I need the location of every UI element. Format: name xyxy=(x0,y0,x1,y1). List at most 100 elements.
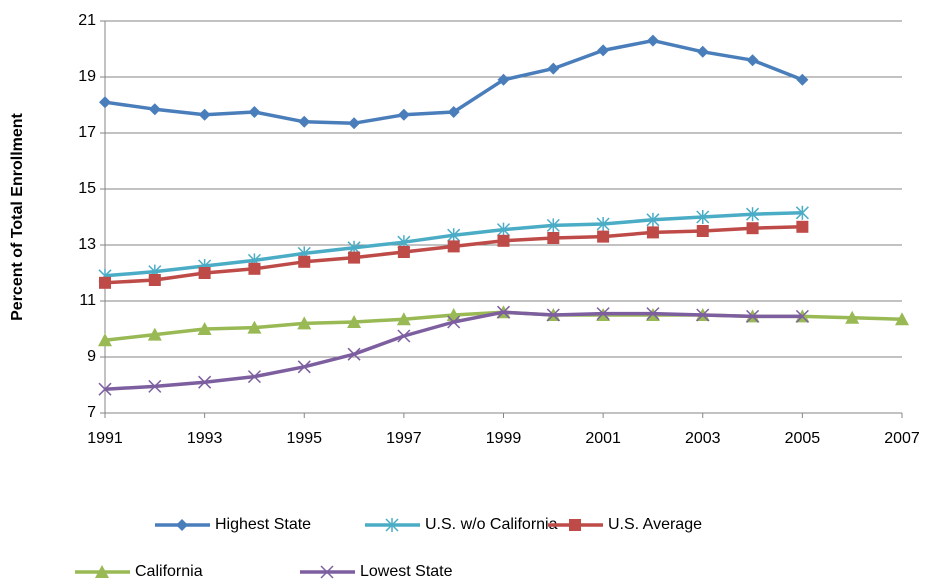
x-tick-label: 1993 xyxy=(187,430,223,447)
marker xyxy=(646,307,660,321)
marker xyxy=(696,45,709,58)
legend-label: Lowest State xyxy=(360,563,453,580)
marker xyxy=(298,255,311,268)
marker xyxy=(98,382,112,396)
marker-shape xyxy=(497,73,510,86)
marker-shape xyxy=(546,308,560,322)
marker-shape xyxy=(298,115,311,128)
marker xyxy=(796,73,809,86)
marker xyxy=(99,96,111,109)
marker xyxy=(696,225,709,237)
marker-shape xyxy=(98,333,112,347)
marker xyxy=(247,370,261,384)
marker xyxy=(198,267,211,279)
y-tick-label: 13 xyxy=(78,236,96,253)
marker-shape xyxy=(397,108,410,121)
y-tick-label: 19 xyxy=(78,68,96,85)
legend-label: California xyxy=(135,563,203,580)
marker-shape xyxy=(148,274,161,286)
marker-shape xyxy=(197,322,212,335)
marker xyxy=(385,518,399,532)
marker xyxy=(347,347,361,361)
marker-shape xyxy=(696,45,709,58)
marker-shape xyxy=(447,106,460,118)
marker-shape xyxy=(746,222,759,235)
marker-shape xyxy=(248,262,261,275)
marker xyxy=(646,212,660,227)
marker xyxy=(796,220,809,233)
marker xyxy=(396,312,411,326)
marker xyxy=(397,108,410,121)
marker xyxy=(746,222,759,235)
marker xyxy=(546,308,560,322)
marker-shape xyxy=(147,327,162,341)
marker-shape xyxy=(148,103,161,116)
marker xyxy=(198,375,212,389)
marker xyxy=(795,205,809,220)
marker-shape xyxy=(746,309,760,323)
marker xyxy=(547,62,560,75)
marker-shape xyxy=(597,230,610,243)
y-tick-label: 17 xyxy=(78,124,96,141)
marker xyxy=(148,103,161,116)
marker-shape xyxy=(796,220,809,233)
marker xyxy=(447,228,461,243)
marker xyxy=(596,307,610,321)
marker-shape xyxy=(198,267,211,279)
marker xyxy=(297,316,312,330)
marker-shape xyxy=(497,234,510,247)
marker-shape xyxy=(397,329,411,343)
x-tick-label: 1997 xyxy=(386,430,422,447)
marker-shape xyxy=(176,519,188,531)
marker-shape xyxy=(98,382,112,396)
marker xyxy=(99,276,111,289)
marker-shape xyxy=(397,246,410,258)
x-tick-label: 2003 xyxy=(685,430,721,447)
marker xyxy=(497,234,510,247)
marker xyxy=(696,308,710,322)
y-tick-label: 11 xyxy=(79,292,96,309)
marker xyxy=(247,320,262,334)
marker-shape xyxy=(845,310,860,324)
marker xyxy=(546,218,560,233)
marker-shape xyxy=(95,565,109,578)
marker-shape xyxy=(447,315,461,329)
marker xyxy=(496,305,511,319)
marker xyxy=(547,232,560,244)
marker xyxy=(95,565,109,578)
legend-label: U.S. w/o California xyxy=(425,516,558,533)
x-tick-label: 2007 xyxy=(884,430,920,447)
marker xyxy=(746,309,760,323)
marker-shape xyxy=(447,240,460,253)
y-tick-label: 21 xyxy=(78,12,96,29)
marker-shape xyxy=(569,519,581,531)
marker xyxy=(176,519,188,531)
marker xyxy=(597,44,610,57)
marker xyxy=(895,312,909,326)
marker-shape xyxy=(795,309,809,323)
marker-shape xyxy=(796,73,809,86)
marker-shape xyxy=(696,308,710,322)
marker xyxy=(148,379,162,393)
marker-shape xyxy=(646,307,660,321)
marker-shape xyxy=(148,379,162,393)
marker-shape xyxy=(247,370,261,384)
marker-shape xyxy=(746,54,759,67)
x-tick-label: 2001 xyxy=(585,430,621,447)
legend-label: U.S. Average xyxy=(608,516,702,533)
x-tick-label: 2005 xyxy=(785,430,821,447)
marker xyxy=(397,329,411,343)
marker xyxy=(746,207,760,222)
marker xyxy=(248,106,261,118)
marker xyxy=(646,226,659,239)
marker xyxy=(397,246,410,258)
marker xyxy=(447,106,460,118)
marker xyxy=(569,519,581,531)
marker xyxy=(98,333,112,347)
marker-shape xyxy=(248,106,261,118)
y-tick-label: 9 xyxy=(87,348,96,365)
marker-shape xyxy=(646,34,659,47)
x-tick-label: 1991 xyxy=(87,430,123,447)
marker xyxy=(248,262,261,275)
